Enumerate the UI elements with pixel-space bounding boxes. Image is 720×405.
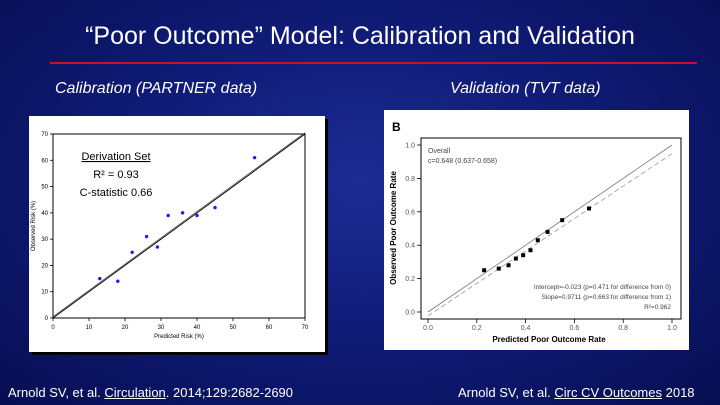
panel-label: B <box>392 120 401 134</box>
data-point <box>166 213 170 218</box>
stats-line: Slope=0.9711 (p=0.663 for difference fro… <box>542 294 671 301</box>
y-tick-label: 50 <box>41 185 48 191</box>
annotation-line: R² = 0.93 <box>93 169 139 181</box>
identity-line <box>427 144 673 313</box>
y-tick-label: 60 <box>41 158 48 164</box>
x-axis-label: Predicted Poor Outcome Rate <box>492 335 606 344</box>
data-point <box>180 211 185 215</box>
identity-line <box>52 133 306 319</box>
fit-line <box>52 132 306 317</box>
x-tick-label: 70 <box>302 325 309 331</box>
data-point <box>155 245 160 249</box>
x-tick-label: 0 <box>51 325 55 331</box>
y-tick-label: 1.0 <box>405 143 415 150</box>
title-divider <box>50 62 697 64</box>
x-tick-label: 0.0 <box>423 325 433 332</box>
data-point <box>116 279 120 283</box>
citation-prefix: Arnold SV, et al. <box>458 385 555 400</box>
stats-line: R²=0.962 <box>644 304 671 311</box>
data-point <box>213 205 217 210</box>
y-tick-label: 0.0 <box>405 310 415 317</box>
data-point <box>506 263 511 268</box>
y-tick-label: 0.2 <box>405 276 415 283</box>
citation-journal[interactable]: Circ CV Outcomes <box>554 385 662 400</box>
x-tick-label: 20 <box>122 325 129 331</box>
y-tick-label: 40 <box>41 211 48 217</box>
y-tick-label: 70 <box>41 132 48 138</box>
data-point <box>130 250 134 254</box>
citation-suffix: . 2014;129:2682-2690 <box>165 385 294 400</box>
calibration-heading: Calibration (PARTNER data) <box>55 80 258 97</box>
data-point <box>195 213 199 218</box>
x-tick-label: 40 <box>194 325 201 331</box>
data-point <box>528 248 533 253</box>
calibration-chart: 0 10 20 30 40 50 60 70 0 10 20 30 40 50 60 70 Predicted … <box>31 132 309 340</box>
data-point <box>521 253 526 258</box>
overall-label: c=0.648 (0.637-0.658) <box>428 158 497 165</box>
validation-heading: Validation (TVT data) <box>450 80 601 97</box>
y-tick-label: 0.6 <box>405 209 415 216</box>
fit-line <box>427 153 673 317</box>
y-tick-label: 0 <box>45 316 49 322</box>
y-tick-label: 0.4 <box>405 243 415 250</box>
validation-chart-panel: B 0.0 0.2 0.4 0.6 0.8 1.0 0.0 0.2 0.4 0.6 0.8 1.0 Pre… <box>384 110 689 350</box>
x-tick-label: 10 <box>86 325 93 331</box>
annotation-line: C-statistic 0.66 <box>80 187 153 199</box>
data-point <box>496 266 501 271</box>
plot-frame <box>420 137 682 320</box>
x-tick-label: 0.8 <box>618 325 628 332</box>
data-point <box>535 238 540 243</box>
x-tick-label: 0.6 <box>570 325 580 332</box>
data-point <box>144 234 149 239</box>
overall-label: Overall <box>428 148 451 155</box>
data-point <box>587 206 592 211</box>
data-point <box>560 218 565 223</box>
data-point <box>545 229 550 234</box>
y-axis-label: Observed Risk (%) <box>31 201 37 251</box>
y-axis-label: Observed Poor Outcome Rate <box>389 171 398 285</box>
validation-chart: B 0.0 0.2 0.4 0.6 0.8 1.0 0.0 0.2 0.4 0.6 0.8 1.0 Pre… <box>389 120 682 344</box>
annotation-line: Derivation Set <box>81 151 150 163</box>
x-tick-label: 30 <box>158 325 165 331</box>
x-tick-label: 60 <box>266 325 273 331</box>
y-tick-label: 0.8 <box>405 176 415 183</box>
data-point <box>482 268 487 273</box>
y-tick-label: 30 <box>41 237 48 243</box>
x-tick-label: 0.4 <box>521 325 531 332</box>
y-tick-label: 20 <box>41 263 48 269</box>
citation-suffix: 2018 <box>662 385 695 400</box>
x-tick-label: 50 <box>230 325 237 331</box>
x-axis-label: Predicted Risk (%) <box>154 334 204 340</box>
data-point <box>252 155 257 160</box>
calibration-chart-panel: 0 10 20 30 40 50 60 70 0 10 20 30 40 50 60 70 Predicted … <box>29 116 325 352</box>
citation-journal[interactable]: Circulation <box>104 385 166 400</box>
citation-prefix: Arnold SV, et al. <box>8 385 105 400</box>
x-tick-label: 1.0 <box>667 325 677 332</box>
slide-title: “Poor Outcome” Model: Calibration and Va… <box>85 22 635 50</box>
plot-frame <box>52 133 306 319</box>
y-tick-label: 10 <box>41 290 48 296</box>
validation-citation: Arnold SV, et al. Circ CV Outcomes 2018 <box>458 385 695 400</box>
stats-line: Intercept=-0.023 (p=0.471 for difference… <box>534 284 671 291</box>
calibration-citation: Arnold SV, et al. Circulation. 2014;129:… <box>8 385 293 400</box>
data-point <box>513 256 518 261</box>
x-tick-label: 0.2 <box>472 325 482 332</box>
data-point <box>98 276 102 281</box>
